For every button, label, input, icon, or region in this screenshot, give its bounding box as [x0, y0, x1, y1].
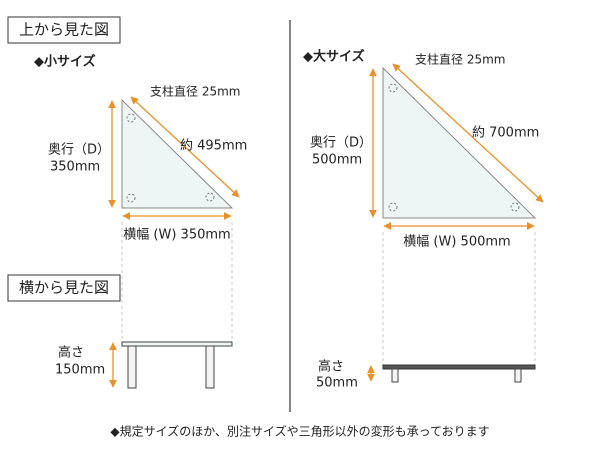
width-label: 横幅 (W) 500mm — [403, 235, 510, 250]
section-title: 上から見た図 — [19, 21, 109, 39]
post-label: 支柱直径 25mm — [415, 52, 505, 67]
heading: ◆大サイズ — [303, 49, 365, 65]
width-label: 横幅 (W) 350mm — [123, 228, 230, 243]
arrow — [130, 96, 240, 198]
leg — [391, 368, 399, 383]
title-box — [7, 274, 121, 302]
leg — [127, 345, 137, 389]
leg — [205, 345, 215, 389]
diagonal-label: 約 495mm — [180, 139, 247, 154]
depth-label: 奥行（D） — [310, 136, 372, 151]
height-value: 50mm — [316, 376, 358, 391]
arrow — [392, 63, 544, 203]
post — [510, 202, 520, 212]
leg — [514, 368, 522, 383]
section-title: 横から見た図 — [19, 279, 109, 297]
heading: ◆小サイズ — [34, 54, 96, 70]
depth-value: 500mm — [312, 153, 362, 168]
plate — [382, 364, 536, 370]
glass-top — [382, 66, 537, 219]
plate — [121, 341, 233, 347]
diagonal-label: 約 700mm — [472, 126, 539, 141]
glass-top — [121, 98, 234, 209]
post — [388, 202, 398, 212]
footer-note: ◆規定サイズのほか、別注サイズや三角形以外の変形も承っております — [110, 424, 489, 439]
post — [126, 193, 136, 203]
post-label: 支柱直径 25mm — [150, 84, 240, 99]
layout — [7, 16, 544, 412]
height-label: 高さ — [318, 359, 344, 375]
depth-value: 350mm — [50, 160, 100, 175]
height-label: 高さ — [58, 345, 84, 361]
depth-label: 奥行（D） — [48, 143, 110, 158]
height-value: 150mm — [55, 363, 105, 378]
title-box — [7, 16, 121, 44]
